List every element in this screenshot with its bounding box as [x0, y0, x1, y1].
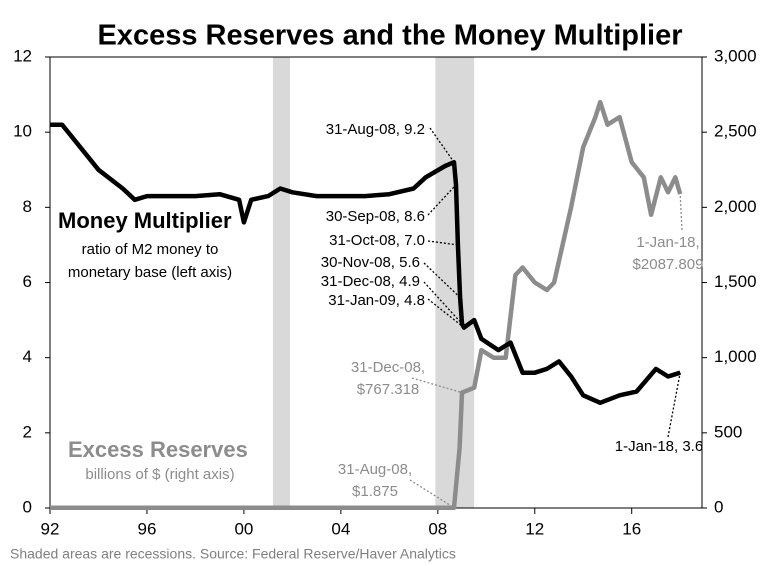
x-tick-label: 04 — [331, 519, 350, 538]
series-line — [49, 99, 683, 511]
y2-tick-label: 2,000 — [714, 197, 757, 216]
series-note: ratio of M2 money to — [82, 241, 219, 258]
y-tick-label: 8 — [23, 197, 32, 216]
annotation: $1.875 — [352, 483, 398, 500]
annotation-leader — [409, 479, 455, 509]
y2-tick-label: 2,500 — [714, 122, 757, 141]
y-tick-label: 0 — [23, 497, 32, 516]
annotation: 30-Sep-08, 8.6 — [326, 208, 425, 225]
annotation: 31-Dec-08, — [351, 359, 425, 376]
annotation: 1-Jan-18, 3.6 — [615, 438, 703, 455]
series-label: Excess Reserves — [68, 437, 248, 462]
annotation: 31-Oct-08, 7.0 — [329, 232, 425, 249]
x-tick-label: 08 — [428, 519, 447, 538]
annotation-leader — [423, 262, 461, 299]
annotation: 31-Dec-08, 4.9 — [321, 273, 420, 290]
annotation-leader — [427, 240, 459, 246]
recession-band — [435, 57, 475, 508]
annotation-leader — [423, 281, 463, 325]
x-tick-label: 16 — [622, 519, 641, 538]
y-tick-label: 10 — [13, 122, 32, 141]
annotation-leader — [429, 127, 455, 163]
y2-tick-label: 3,000 — [714, 46, 757, 65]
annotation: 31-Aug-08, — [338, 461, 412, 478]
series-line — [50, 122, 681, 406]
x-tick-label: 12 — [525, 519, 544, 538]
annotation: $2087.809 — [633, 256, 704, 273]
annotation-leader — [667, 372, 681, 438]
annotation: 1-Jan-18, — [636, 234, 699, 251]
series-note: billions of $ (right axis) — [85, 466, 234, 483]
series-note: monetary base (left axis) — [68, 264, 232, 281]
y2-tick-label: 0 — [714, 497, 723, 516]
y-tick-label: 6 — [23, 272, 32, 291]
y2-tick-label: 1,500 — [714, 272, 757, 291]
x-tick-label: 92 — [41, 519, 60, 538]
y2-tick-label: 500 — [714, 422, 742, 441]
x-tick-label: 96 — [137, 519, 156, 538]
y2-tick-label: 1,000 — [714, 347, 757, 366]
annotation: 31-Aug-08, 9.2 — [326, 121, 425, 138]
x-tick-label: 00 — [234, 519, 253, 538]
y-tick-label: 2 — [23, 422, 32, 441]
annotation-leader — [427, 184, 457, 216]
series-label: Money Multiplier — [58, 208, 232, 233]
y-tick-label: 12 — [13, 46, 32, 65]
footnote: Shaded areas are recessions. Source: Fed… — [10, 546, 456, 562]
annotation-leader — [679, 194, 683, 231]
recession-band — [272, 57, 290, 508]
y-tick-label: 4 — [23, 347, 32, 366]
annotation: $767.318 — [357, 381, 420, 398]
annotation: 31-Jan-09, 4.8 — [328, 292, 425, 309]
annotation: 30-Nov-08, 5.6 — [321, 254, 420, 271]
annotation-leader — [411, 377, 463, 394]
chart-title: Excess Reserves and the Money Multiplier — [97, 20, 682, 52]
